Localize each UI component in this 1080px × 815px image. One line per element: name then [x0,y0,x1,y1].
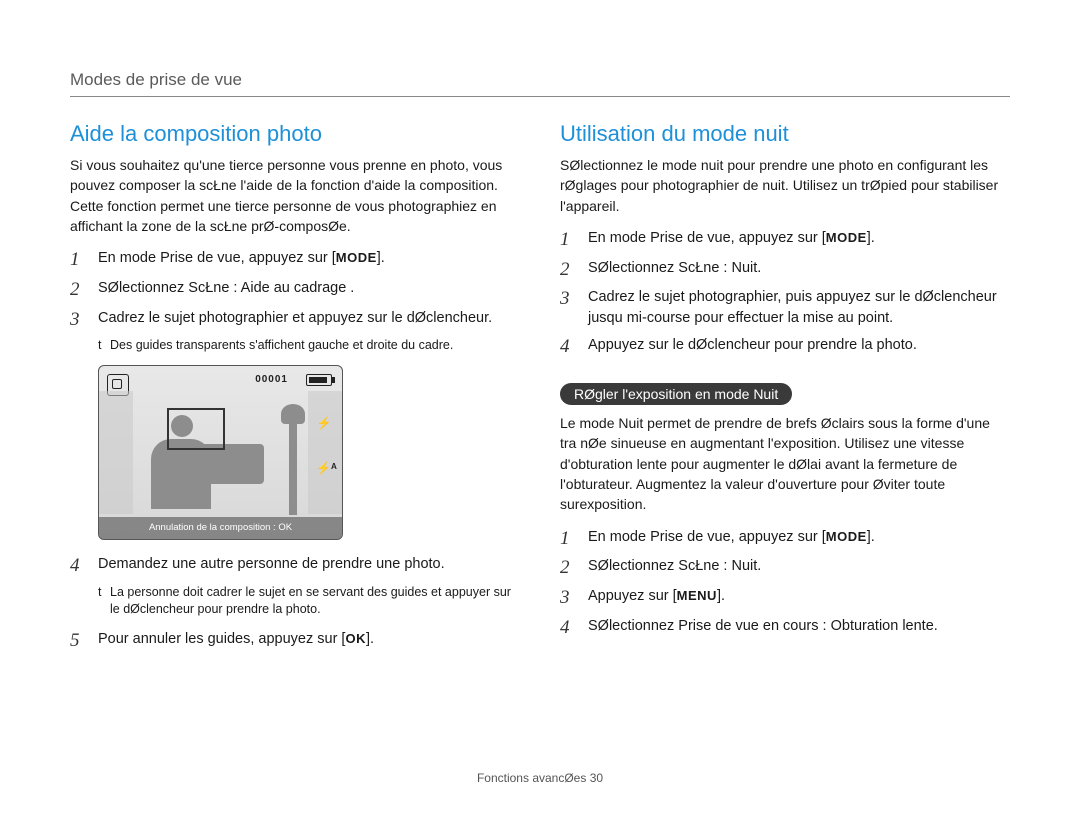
step-suffix: ]. [717,588,725,604]
step-text-span: En mode Prise de vue, appuyez sur [ [588,230,826,246]
left-guide-overlay [99,391,133,514]
step-text: Demandez une autre personne de prendre u… [98,554,520,575]
step-text-span: Pour annuler les guides, appuyez sur [ [98,631,345,647]
battery-icon [306,374,332,386]
left-step: 1 En mode Prise de vue, appuyez sur [MOD… [70,248,520,272]
step-number: 3 [70,308,88,332]
step-text: Cadrez le sujet photographier, puis appu… [588,287,1010,329]
step-number: 2 [560,258,578,282]
step-number: 3 [560,287,578,311]
right-step: 3 Appuyez sur [MENU]. [560,586,1010,610]
bullet: t [98,337,110,355]
right-step: 1 En mode Prise de vue, appuyez sur [MOD… [560,228,1010,252]
ok-label: OK [345,631,366,646]
step-text: SØlectionnez ScŁne : Nuit. [588,258,1010,279]
subnote-text: La personne doit cadrer le sujet en se s… [110,585,511,617]
focus-rectangle [167,408,225,450]
step-text-span: Appuyez sur [ [588,588,677,604]
step-number: 4 [560,616,578,640]
step-number: 2 [70,278,88,302]
menu-label: MENU [677,588,717,603]
step-number: 4 [70,554,88,578]
shot-counter: 00001 [255,374,288,385]
left-section-title: Aide la composition photo [70,121,520,147]
left-intro-text: Si vous souhaitez qu'une tierce personne… [70,155,520,236]
mode-label: MODE [336,250,377,265]
left-subnote: tLa personne doit cadrer le sujet en se … [98,584,520,619]
step-text: En mode Prise de vue, appuyez sur [MODE]… [588,527,1010,548]
lamp-top [281,404,305,424]
step-number: 4 [560,335,578,359]
left-step: 5 Pour annuler les guides, appuyez sur [… [70,629,520,653]
left-subnote: tDes guides transparents s'affichent gau… [98,337,520,355]
step-suffix: ]. [867,230,875,246]
left-step: 4 Demandez une autre personne de prendre… [70,554,520,578]
left-step: 2 SØlectionnez ScŁne : Aide au cadrage . [70,278,520,302]
bullet: t [98,584,110,602]
flash-icon: ⚡ [316,416,332,428]
preview-footer-text: Annulation de la composition : OK [99,517,342,539]
two-column-layout: Aide la composition photo Si vous souhai… [70,121,1010,658]
step-number: 1 [560,527,578,551]
step-suffix: ]. [366,631,374,647]
step-text: SØlectionnez ScŁne : Aide au cadrage . [98,278,520,299]
step-text: Appuyez sur [MENU]. [588,586,1010,607]
right-step: 3 Cadrez le sujet photographier, puis ap… [560,287,1010,329]
right-column: Utilisation du mode nuit SØlectionnez le… [560,121,1010,658]
pill-heading: RØgler l'exposition en mode Nuit [560,383,792,405]
mode-label: MODE [826,529,867,544]
step-text: En mode Prise de vue, appuyez sur [MODE]… [98,248,520,269]
right-step: 1 En mode Prise de vue, appuyez sur [MOD… [560,527,1010,551]
left-step: 3 Cadrez le sujet photographier et appuy… [70,308,520,332]
right-step: 2 SØlectionnez ScŁne : Nuit. [560,258,1010,282]
step-number: 5 [70,629,88,653]
camera-preview-illustration: 00001 ⚡ ⚡ᴬ Annulation de la composition … [98,365,343,540]
step-text: SØlectionnez ScŁne : Nuit. [588,556,1010,577]
right-intro-text: SØlectionnez le mode nuit pour prendre u… [560,155,1010,216]
left-column: Aide la composition photo Si vous souhai… [70,121,520,658]
step-text: Cadrez le sujet photographier et appuyez… [98,308,520,329]
step-text: Pour annuler les guides, appuyez sur [OK… [98,629,520,650]
flash-auto-icon: ⚡ᴬ [316,461,332,473]
right-guide-overlay [308,391,342,514]
step-text-span: En mode Prise de vue, appuyez sur [ [98,250,336,266]
step-text-span: En mode Prise de vue, appuyez sur [ [588,529,826,545]
camera-silhouette [194,444,264,484]
subnote-text: Des guides transparents s'affichent gauc… [110,338,453,352]
step-text: Appuyez sur le dØclencheur pour prendre … [588,335,1010,356]
step-suffix: ]. [377,250,385,266]
pill-body-text: Le mode Nuit permet de prendre de brefs … [560,413,1010,514]
step-suffix: ]. [867,529,875,545]
step-number: 3 [560,586,578,610]
page-header: Modes de prise de vue [70,70,1010,97]
right-section-title: Utilisation du mode nuit [560,121,1010,147]
right-step: 4 SØlectionnez Prise de vue en cours : O… [560,616,1010,640]
page-number: 30 [590,771,603,785]
step-number: 1 [70,248,88,272]
right-step: 4 Appuyez sur le dØclencheur pour prendr… [560,335,1010,359]
footer-text: Fonctions avancØes [477,771,586,785]
step-number: 2 [560,556,578,580]
right-step: 2 SØlectionnez ScŁne : Nuit. [560,556,1010,580]
step-text: En mode Prise de vue, appuyez sur [MODE]… [588,228,1010,249]
mode-label: MODE [826,230,867,245]
step-text: SØlectionnez Prise de vue en cours : Obt… [588,616,1010,637]
step-number: 1 [560,228,578,252]
page-footer: Fonctions avancØes 30 [0,771,1080,785]
